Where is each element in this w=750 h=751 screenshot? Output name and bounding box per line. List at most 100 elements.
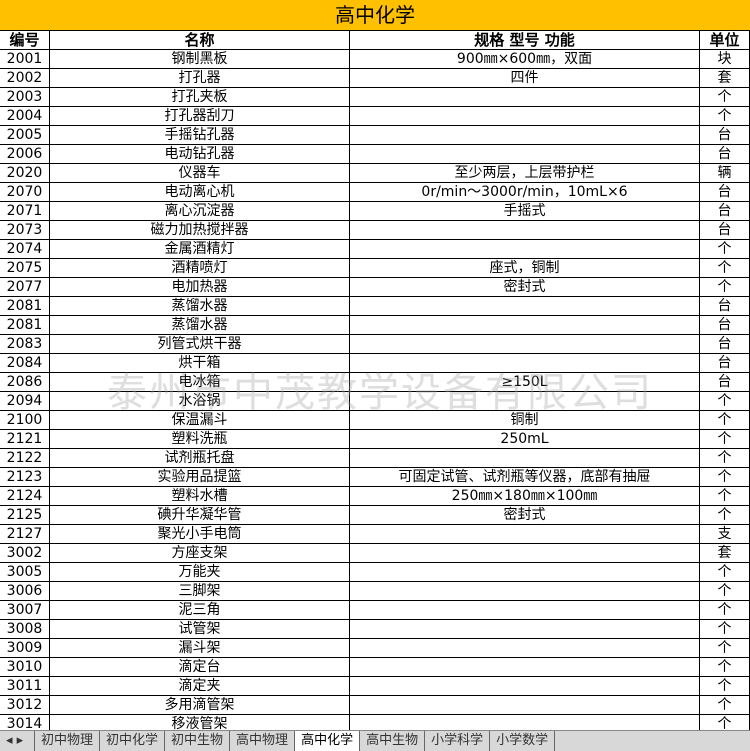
cell: 3012	[0, 696, 50, 715]
cell: 个	[700, 582, 750, 601]
cell: 2071	[0, 202, 50, 221]
cell: 2005	[0, 126, 50, 145]
cell: 2086	[0, 373, 50, 392]
cell: 密封式	[350, 506, 700, 525]
cell: 2004	[0, 107, 50, 126]
cell: 台	[700, 183, 750, 202]
cell: 3010	[0, 658, 50, 677]
cell: 电动离心机	[50, 183, 350, 202]
tab-nav[interactable]: ◂ ▸	[0, 731, 35, 751]
sheet-tab[interactable]: 高中生物	[360, 731, 426, 751]
cell	[350, 639, 700, 658]
cell: 个	[700, 658, 750, 677]
cell: 0r/min～3000r/min，10mL×6	[350, 183, 700, 202]
cell: 移液管架	[50, 715, 350, 730]
cell: 漏斗架	[50, 639, 350, 658]
cell: 2121	[0, 430, 50, 449]
cell: 3006	[0, 582, 50, 601]
cell: 3007	[0, 601, 50, 620]
sheet-tab[interactable]: 初中生物	[165, 731, 231, 751]
cell: 2020	[0, 164, 50, 183]
cell: 烘干箱	[50, 354, 350, 373]
cell: 个	[700, 620, 750, 639]
cell: 三脚架	[50, 582, 350, 601]
header-cell: 规格 型号 功能	[350, 31, 700, 50]
cell: 个	[700, 696, 750, 715]
cell: 2127	[0, 525, 50, 544]
cell: 台	[700, 221, 750, 240]
cell: 万能夹	[50, 563, 350, 582]
cell: 2075	[0, 259, 50, 278]
cell: 座式，铜制	[350, 259, 700, 278]
sheet-tab[interactable]: 小学数学	[490, 731, 556, 751]
cell	[350, 525, 700, 544]
cell: 3005	[0, 563, 50, 582]
cell: 实验用品提篮	[50, 468, 350, 487]
cell: 2123	[0, 468, 50, 487]
sheet-tab[interactable]: 高中化学	[295, 731, 361, 751]
cell: 个	[700, 259, 750, 278]
cell: 2070	[0, 183, 50, 202]
cell: 打孔器	[50, 69, 350, 88]
header-cell: 名称	[50, 31, 350, 50]
cell: 台	[700, 202, 750, 221]
cell: 碘升华凝华管	[50, 506, 350, 525]
cell	[350, 335, 700, 354]
cell: 个	[700, 278, 750, 297]
cell: 块	[700, 50, 750, 69]
cell	[350, 316, 700, 335]
sheet-tab[interactable]: 初中化学	[100, 731, 166, 751]
cell: 个	[700, 392, 750, 411]
cell: 2081	[0, 316, 50, 335]
cell: 台	[700, 126, 750, 145]
cell: 个	[700, 430, 750, 449]
sheet-tab[interactable]: 初中物理	[35, 731, 101, 751]
cell: 个	[700, 506, 750, 525]
header-cell: 单位	[700, 31, 750, 50]
cell: 套	[700, 544, 750, 563]
watermark: 泰州市中茂教学设备有限公司	[107, 370, 653, 416]
cell: 个	[700, 601, 750, 620]
cell	[350, 544, 700, 563]
cell: 金属酒精灯	[50, 240, 350, 259]
cell	[350, 88, 700, 107]
cell	[350, 677, 700, 696]
cell: 方座支架	[50, 544, 350, 563]
cell: 2003	[0, 88, 50, 107]
cell	[350, 620, 700, 639]
sheet-tab[interactable]: 高中物理	[230, 731, 296, 751]
cell: 900㎜×600㎜，双面	[350, 50, 700, 69]
cell: 个	[700, 563, 750, 582]
cell: 2122	[0, 449, 50, 468]
cell: 试管架	[50, 620, 350, 639]
cell: 铜制	[350, 411, 700, 430]
cell: 酒精喷灯	[50, 259, 350, 278]
cell	[350, 696, 700, 715]
cell: ≥150L	[350, 373, 700, 392]
cell: 打孔夹板	[50, 88, 350, 107]
cell: 辆	[700, 164, 750, 183]
cell: 3008	[0, 620, 50, 639]
cell: 手摇式	[350, 202, 700, 221]
sheet: 高中化学 编号 名称 规格 型号 功能 单位 2001 钢制黑板 900㎜×600㎜，双面块…	[0, 0, 750, 730]
cell: 四件	[350, 69, 700, 88]
cell: 电冰箱	[50, 373, 350, 392]
cell: 台	[700, 297, 750, 316]
header-cell: 编号	[0, 31, 50, 50]
cell: 电加热器	[50, 278, 350, 297]
cell	[350, 392, 700, 411]
cell	[350, 582, 700, 601]
cell: 试剂瓶托盘	[50, 449, 350, 468]
sheet-tab[interactable]: 小学科学	[425, 731, 491, 751]
cell	[350, 240, 700, 259]
cell: 蒸馏水器	[50, 297, 350, 316]
cell: 2081	[0, 297, 50, 316]
cell: 保温漏斗	[50, 411, 350, 430]
cell: 塑料水槽	[50, 487, 350, 506]
cell: 2084	[0, 354, 50, 373]
cell: 250mL	[350, 430, 700, 449]
cell: 仪器车	[50, 164, 350, 183]
cell	[350, 126, 700, 145]
cell: 2077	[0, 278, 50, 297]
